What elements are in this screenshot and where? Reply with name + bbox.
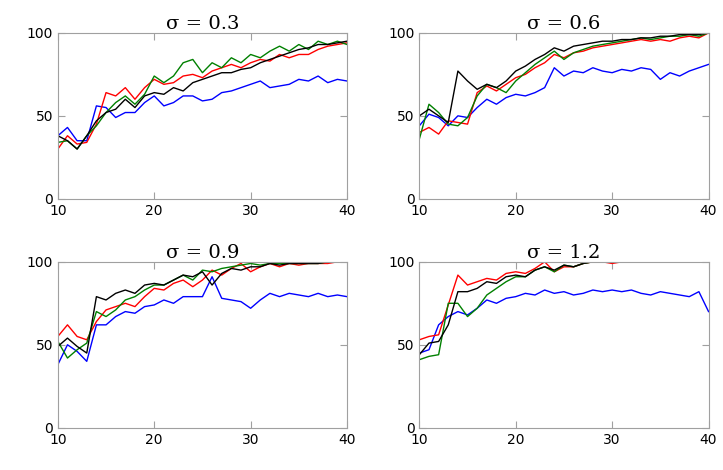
Title: σ = 0.3: σ = 0.3 bbox=[166, 15, 239, 33]
Title: σ = 0.6: σ = 0.6 bbox=[527, 15, 601, 33]
Title: σ = 1.2: σ = 1.2 bbox=[527, 243, 601, 262]
Title: σ = 0.9: σ = 0.9 bbox=[166, 243, 239, 262]
